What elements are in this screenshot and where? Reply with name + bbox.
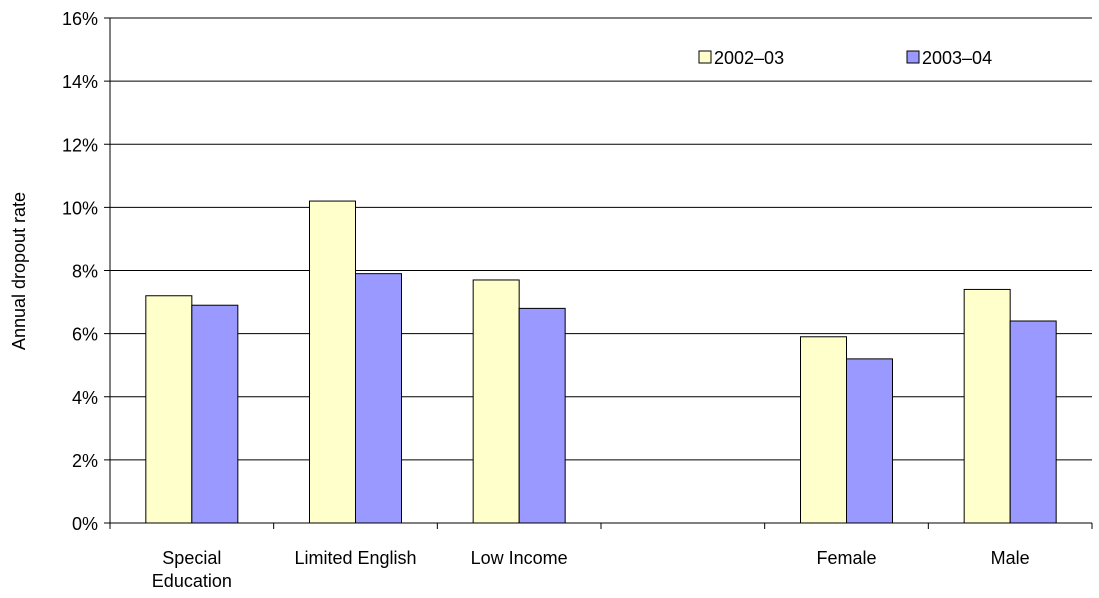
y-tick-label: 10% bbox=[62, 198, 98, 218]
bar bbox=[355, 273, 402, 524]
legend: 2002–03 2003–04 bbox=[698, 48, 992, 68]
y-tick-labels: 0% 2% 4% 6% 8% 10% 12% 14% 16% bbox=[62, 9, 98, 534]
y-tick-label: 8% bbox=[72, 262, 98, 282]
gridlines bbox=[110, 17, 1092, 461]
legend-label: 2002–03 bbox=[714, 48, 784, 68]
bar bbox=[518, 307, 566, 524]
y-tick-label: 12% bbox=[62, 135, 98, 155]
y-tick-label: 6% bbox=[72, 325, 98, 345]
bar bbox=[846, 358, 893, 524]
x-tick-label: Female bbox=[816, 548, 876, 568]
x-tick-label: Limited English bbox=[294, 548, 416, 568]
x-tick-label: Low Income bbox=[471, 548, 568, 568]
bar bbox=[191, 304, 239, 524]
bar bbox=[800, 336, 847, 524]
bar bbox=[1009, 320, 1057, 524]
legend-label: 2003–04 bbox=[922, 48, 992, 68]
bar bbox=[472, 279, 520, 524]
bar bbox=[145, 295, 193, 524]
legend-swatch bbox=[906, 50, 920, 64]
y-tick-label: 16% bbox=[62, 9, 98, 29]
bar bbox=[309, 200, 356, 524]
bar bbox=[963, 288, 1011, 524]
bars bbox=[145, 200, 1057, 524]
y-tick-label: 0% bbox=[72, 514, 98, 534]
y-tick-label: 4% bbox=[72, 388, 98, 408]
x-tick-label: Special bbox=[162, 548, 221, 568]
x-tick-label: Education bbox=[152, 571, 232, 591]
x-tick-label: Male bbox=[991, 548, 1030, 568]
y-tick-label: 2% bbox=[72, 451, 98, 471]
legend-swatch bbox=[698, 50, 712, 64]
y-tick-label: 14% bbox=[62, 72, 98, 92]
category-labels: Special Education Limited English Low Incom… bbox=[152, 548, 1030, 591]
axes bbox=[104, 17, 1093, 529]
y-axis-title: Annual dropout rate bbox=[9, 192, 29, 350]
